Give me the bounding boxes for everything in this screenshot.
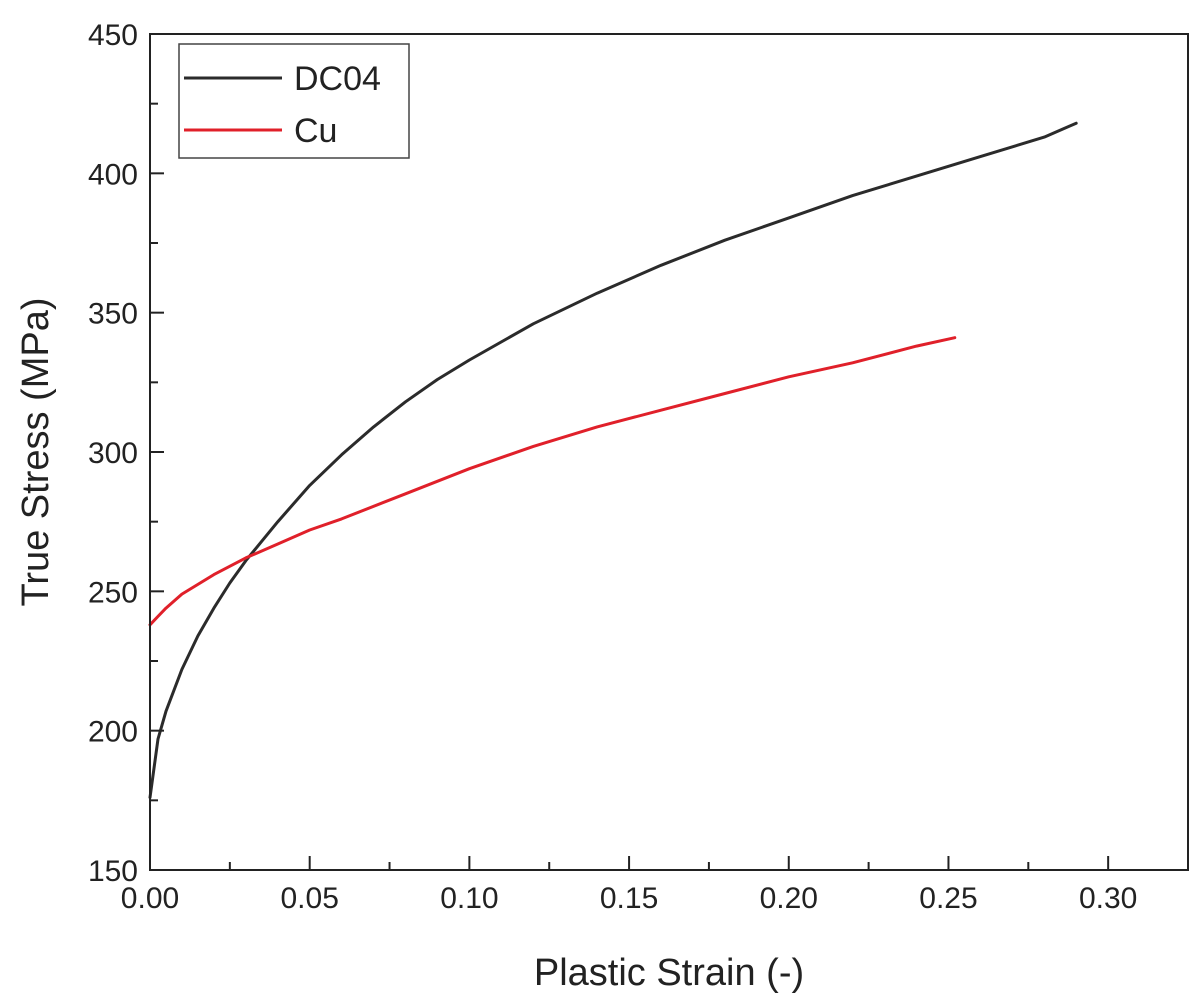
y-tick-label: 250 [88, 576, 138, 609]
y-axis-title: True Stress (MPa) [15, 298, 57, 607]
series-layer [148, 121, 1078, 799]
y-tick-label: 450 [88, 19, 138, 52]
legend: DC04 Cu [178, 43, 410, 159]
series-line-cu [148, 336, 957, 627]
x-tick-label: 0.25 [919, 882, 977, 915]
series-line-dc04 [148, 121, 1078, 799]
legend-label-cu: Cu [294, 112, 337, 150]
x-tick-label: 0.15 [600, 882, 658, 915]
y-tick-label: 350 [88, 298, 138, 331]
x-tick-label: 0.20 [760, 882, 818, 915]
y-tick-label: 150 [88, 855, 138, 888]
y-tick-label: 400 [88, 158, 138, 191]
x-axis-title: Plastic Strain (-) [534, 952, 804, 994]
legend-box [178, 43, 410, 159]
x-tick-label: 0.05 [280, 882, 338, 915]
x-tick-label: 0.10 [440, 882, 498, 915]
x-tick-label: 0.00 [121, 882, 179, 915]
x-tick-label: 0.30 [1079, 882, 1137, 915]
y-tick-label: 200 [88, 716, 138, 749]
ticks-layer: 0.00 0.05 0.10 0.15 0.20 0.25 0.30 150 200 250 300… [88, 19, 1137, 915]
legend-label-dc04: DC04 [294, 60, 381, 98]
y-tick-label: 300 [88, 437, 138, 470]
